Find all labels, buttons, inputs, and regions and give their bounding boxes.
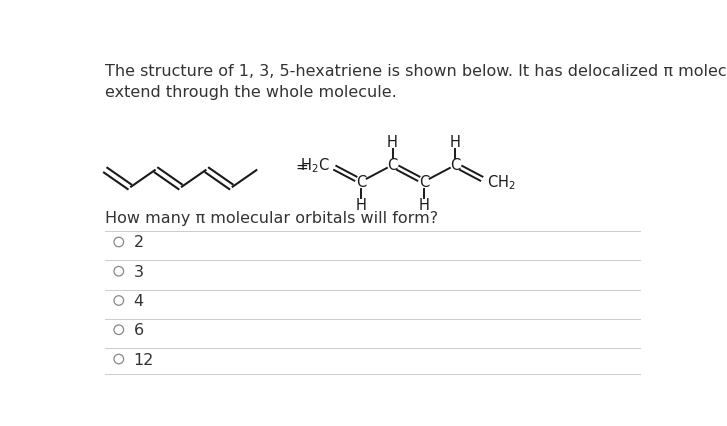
Text: 2: 2 <box>134 235 144 250</box>
Text: H: H <box>356 198 366 213</box>
Text: C: C <box>450 158 461 173</box>
Text: H: H <box>419 198 430 213</box>
Text: C: C <box>356 175 366 190</box>
Text: The structure of 1, 3, 5-hexatriene is shown below. It has delocalized π molecul: The structure of 1, 3, 5-hexatriene is s… <box>105 64 727 100</box>
Text: CH$_2$: CH$_2$ <box>487 173 515 192</box>
Text: H: H <box>450 135 461 150</box>
Text: 6: 6 <box>134 322 144 337</box>
Text: How many π molecular orbitals will form?: How many π molecular orbitals will form? <box>105 210 438 225</box>
Text: =: = <box>295 160 308 175</box>
Text: 4: 4 <box>134 294 144 308</box>
Text: 12: 12 <box>134 352 154 367</box>
Text: 3: 3 <box>134 264 143 279</box>
Text: C: C <box>419 175 429 190</box>
Text: H$_2$C: H$_2$C <box>300 156 329 175</box>
Text: C: C <box>387 158 398 173</box>
Text: H: H <box>387 135 398 150</box>
